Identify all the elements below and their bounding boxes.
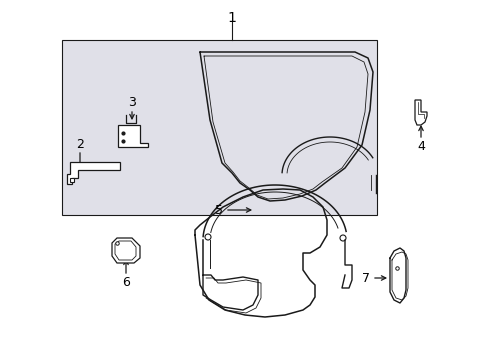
Polygon shape [118,125,148,147]
Text: 7: 7 [361,271,369,284]
Text: 3: 3 [128,96,136,109]
Text: 4: 4 [416,139,424,153]
Text: 2: 2 [76,138,84,150]
Polygon shape [414,100,426,125]
Polygon shape [115,241,136,260]
Text: 5: 5 [215,203,223,216]
Polygon shape [112,238,140,263]
Polygon shape [67,162,120,184]
Bar [62,40,376,215]
Text: 1: 1 [227,11,236,25]
Text: 6: 6 [122,276,130,289]
